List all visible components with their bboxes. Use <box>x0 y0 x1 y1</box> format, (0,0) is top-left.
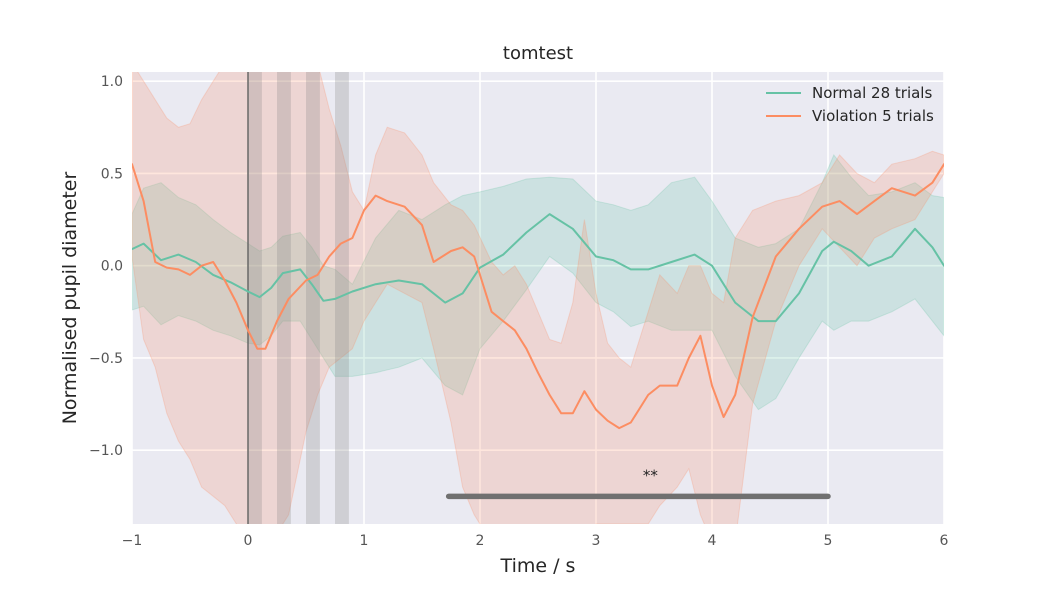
plot-data <box>132 72 944 524</box>
x-tick-label: 3 <box>592 533 601 549</box>
shaded-interval <box>306 72 320 524</box>
legend: Normal 28 trials Violation 5 trials <box>766 84 934 125</box>
chart-title: tomtest <box>503 43 573 64</box>
x-tick-label: −1 <box>122 533 143 549</box>
y-tick-label: 0.5 <box>101 166 123 182</box>
y-tick-label: 0.0 <box>101 259 123 275</box>
tick-labels: −1 0 1 2 3 4 5 6 −1.0 −0.5 0.0 0.5 1.0 ** <box>89 74 949 549</box>
legend-label-violation: Violation 5 trials <box>812 107 934 125</box>
confidence-band-1 <box>132 72 944 524</box>
plot-background <box>132 72 944 524</box>
x-tick-label: 0 <box>244 533 253 549</box>
x-tick-label: 1 <box>360 533 369 549</box>
y-tick-label: 1.0 <box>101 74 123 90</box>
y-axis-label: Normalised pupil diameter <box>59 172 81 425</box>
x-tick-label: 6 <box>940 533 949 549</box>
significance-label: ** <box>643 466 659 484</box>
x-tick-label: 5 <box>824 533 833 549</box>
shaded-interval <box>248 72 262 524</box>
series-line-0 <box>132 213 944 323</box>
confidence-band-0 <box>132 154 944 411</box>
x-tick-label: 4 <box>708 533 717 549</box>
shaded-interval <box>335 72 349 524</box>
y-tick-label: −1.0 <box>89 443 123 459</box>
x-tick-label: 2 <box>476 533 485 549</box>
legend-label-normal: Normal 28 trials <box>812 84 932 102</box>
shaded-interval <box>277 72 291 524</box>
x-axis-label: Time / s <box>500 555 576 577</box>
y-tick-label: −0.5 <box>89 351 123 367</box>
series-line-1 <box>132 163 944 430</box>
